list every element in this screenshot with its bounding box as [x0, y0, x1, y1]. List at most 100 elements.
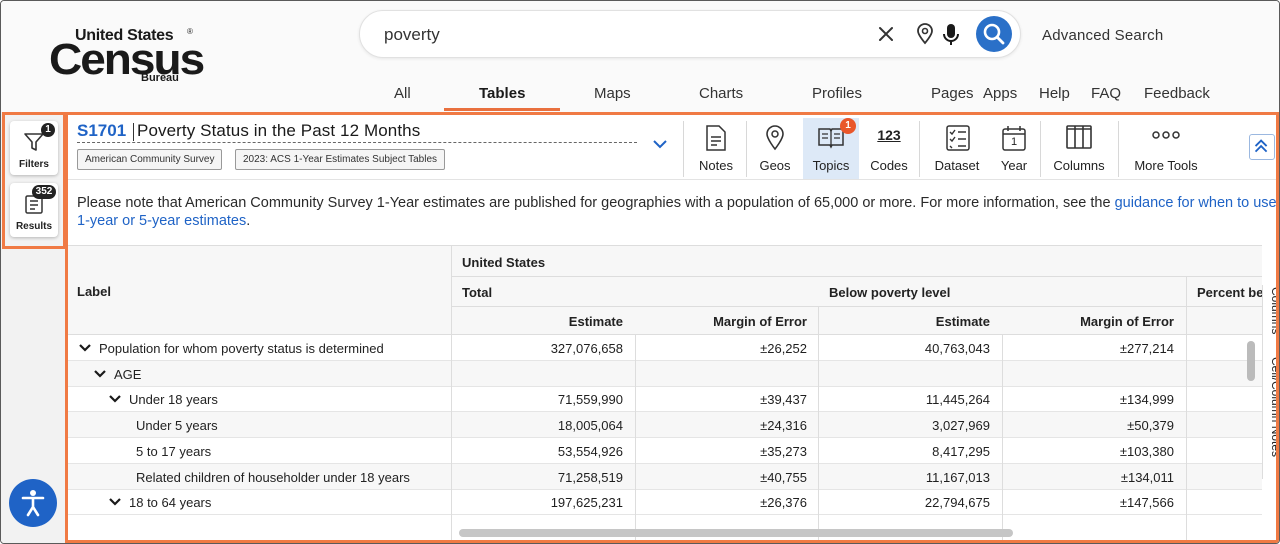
table-row[interactable]: Under 5 years 18,005,064 ±24,316 3,027,969 ±… [68, 412, 1262, 439]
notes-icon [706, 125, 726, 151]
estimate-cell[interactable]: 3,027,969 [932, 418, 990, 434]
filters-button[interactable]: 1 Filters [10, 121, 58, 175]
columns-side-tab[interactable]: Columns [1269, 287, 1279, 335]
year-tool[interactable]: 1 Year [990, 118, 1038, 179]
label-column-header[interactable]: Label [77, 284, 111, 299]
chevron-down-icon[interactable] [109, 395, 121, 403]
estimate-cell[interactable]: 327,076,658 [550, 341, 623, 356]
year-glyph: 1 [1010, 136, 1018, 148]
dataset-label: Dataset [934, 158, 980, 173]
moe-cell[interactable]: ±277,214 [1119, 341, 1174, 356]
microphone-icon[interactable] [942, 23, 960, 47]
estimate-cell[interactable]: 71,559,990 [557, 392, 623, 408]
estimate-cell[interactable]: 53,554,926 [557, 443, 623, 459]
notice-end: . [246, 213, 251, 229]
nav-feedback[interactable]: Feedback [1144, 85, 1210, 102]
table-row[interactable]: Under 18 years 71,559,990 ±39,437 11,445,26… [68, 386, 1262, 413]
notes-label: Notes [699, 158, 733, 173]
location-pin-icon[interactable] [916, 23, 934, 45]
estimate-cell[interactable]: 71,258,519 [557, 469, 623, 485]
row-label: 18 to 64 years [129, 495, 212, 511]
table-row[interactable]: 5 to 17 years 53,554,926 ±35,273 8,417,295 ±… [68, 438, 1262, 464]
col-header-estimate[interactable]: Estimate [935, 314, 990, 329]
table-title[interactable]: Poverty Status in the Past 12 Months [137, 121, 421, 140]
geos-tool[interactable]: Geos [748, 118, 802, 179]
table-row[interactable]: AGE [68, 360, 1262, 387]
guidance-link[interactable]: guidance for when to use 1-year or 5-yea… [77, 195, 1277, 229]
active-tab-indicator [444, 108, 560, 111]
moe-cell[interactable]: ±134,011 [1120, 469, 1174, 485]
estimate-cell[interactable]: 8,417,295 [932, 443, 990, 459]
notes-tool[interactable]: Notes [688, 118, 744, 179]
estimate-cell[interactable]: 40,763,043 [924, 341, 990, 356]
tab-all[interactable]: All [394, 85, 411, 102]
survey-chip[interactable]: American Community Survey [77, 149, 223, 170]
moe-cell[interactable]: ±24,316 [760, 418, 807, 434]
estimate-cell[interactable]: 11,445,264 [925, 392, 990, 408]
moe-cell[interactable]: ±26,376 [760, 495, 807, 511]
col-header-moe[interactable]: Margin of Error [1080, 314, 1174, 329]
table-panel: S1701 Poverty Status in the Past 12 Mont… [65, 112, 1279, 543]
estimate-cell[interactable]: 11,167,013 [925, 469, 990, 485]
columns-tool[interactable]: Columns [1046, 118, 1112, 179]
group-header-below-poverty: Below poverty level [829, 285, 951, 300]
estimate-cell[interactable]: 22,794,675 [924, 495, 990, 511]
moe-cell[interactable]: ±50,379 [1127, 418, 1174, 434]
nav-pages[interactable]: Pages [931, 85, 974, 102]
chevron-down-icon[interactable] [94, 369, 106, 378]
advanced-search-link[interactable]: Advanced Search [1042, 27, 1164, 44]
nav-faq[interactable]: FAQ [1091, 85, 1122, 102]
col-header-estimate[interactable]: Estimate [568, 314, 623, 329]
tab-tables[interactable]: Tables [479, 85, 526, 102]
dataset-chip[interactable]: 2023: ACS 1-Year Estimates Subject Table… [235, 149, 446, 170]
logo-registered: ® [187, 27, 193, 36]
tab-profiles[interactable]: Profiles [812, 85, 863, 102]
moe-cell[interactable]: ±147,566 [1119, 495, 1174, 511]
estimate-cell[interactable]: 197,625,231 [550, 495, 623, 511]
search-input[interactable] [384, 21, 864, 49]
data-table: Label United States Total Below poverty … [68, 245, 1262, 540]
cell-notes-side-tab[interactable]: Cell/Column Notes [1269, 357, 1279, 458]
nav-help[interactable]: Help [1039, 85, 1070, 102]
census-logo[interactable]: United States ® Census Bureau [49, 27, 205, 87]
table-row[interactable]: Population for whom poverty status is de… [68, 335, 1262, 361]
side-panel-tabs: Columns Cell/Column Notes [1262, 285, 1279, 479]
toolbar-divider [1040, 121, 1041, 177]
book-icon [818, 128, 844, 149]
moe-cell[interactable]: ±40,755 [760, 469, 807, 485]
moe-cell[interactable]: ±26,252 [760, 341, 807, 356]
horizontal-scrollbar[interactable] [459, 529, 1013, 537]
table-row[interactable]: 18 to 64 years 197,625,231 ±26,376 22,794,6… [68, 489, 1262, 516]
tab-charts[interactable]: Charts [699, 85, 744, 102]
topics-tool[interactable]: 1 Topics [803, 118, 859, 179]
estimate-cell[interactable]: 18,005,064 [557, 418, 623, 434]
topics-label: Topics [812, 158, 850, 173]
search-icon [983, 23, 1005, 45]
codes-tool[interactable]: 123 Codes [861, 118, 917, 179]
results-label: Results [15, 221, 53, 232]
results-button[interactable]: 352 Results [10, 183, 58, 237]
col-header-moe[interactable]: Margin of Error [713, 314, 807, 329]
dataset-tool[interactable]: Dataset [925, 118, 989, 179]
search-button[interactable] [976, 16, 1012, 52]
chevron-down-icon[interactable] [79, 344, 91, 352]
chevron-down-icon[interactable] [652, 137, 668, 151]
chevron-down-icon[interactable] [109, 498, 121, 506]
vertical-scrollbar[interactable] [1247, 341, 1255, 381]
moe-cell[interactable]: ±39,437 [760, 392, 807, 408]
tab-maps[interactable]: Maps [594, 85, 631, 102]
moe-cell[interactable]: ±103,380 [1119, 443, 1174, 459]
moe-cell[interactable]: ±134,999 [1119, 392, 1174, 408]
table-row[interactable]: Related children of householder under 18… [68, 463, 1262, 490]
accessibility-button[interactable] [9, 479, 57, 527]
table-id[interactable]: S1701 [77, 121, 127, 140]
moe-cell[interactable]: ±35,273 [760, 443, 807, 459]
column-divider [635, 335, 636, 540]
year-label: Year [1000, 158, 1028, 173]
nav-apps[interactable]: Apps [983, 85, 1018, 102]
collapse-toolbar-button[interactable] [1249, 134, 1275, 160]
more-tools[interactable]: More Tools [1126, 118, 1206, 179]
clear-search-icon[interactable] [876, 24, 896, 44]
row-label: Population for whom poverty status is de… [99, 341, 384, 356]
row-label: Under 5 years [136, 418, 218, 434]
